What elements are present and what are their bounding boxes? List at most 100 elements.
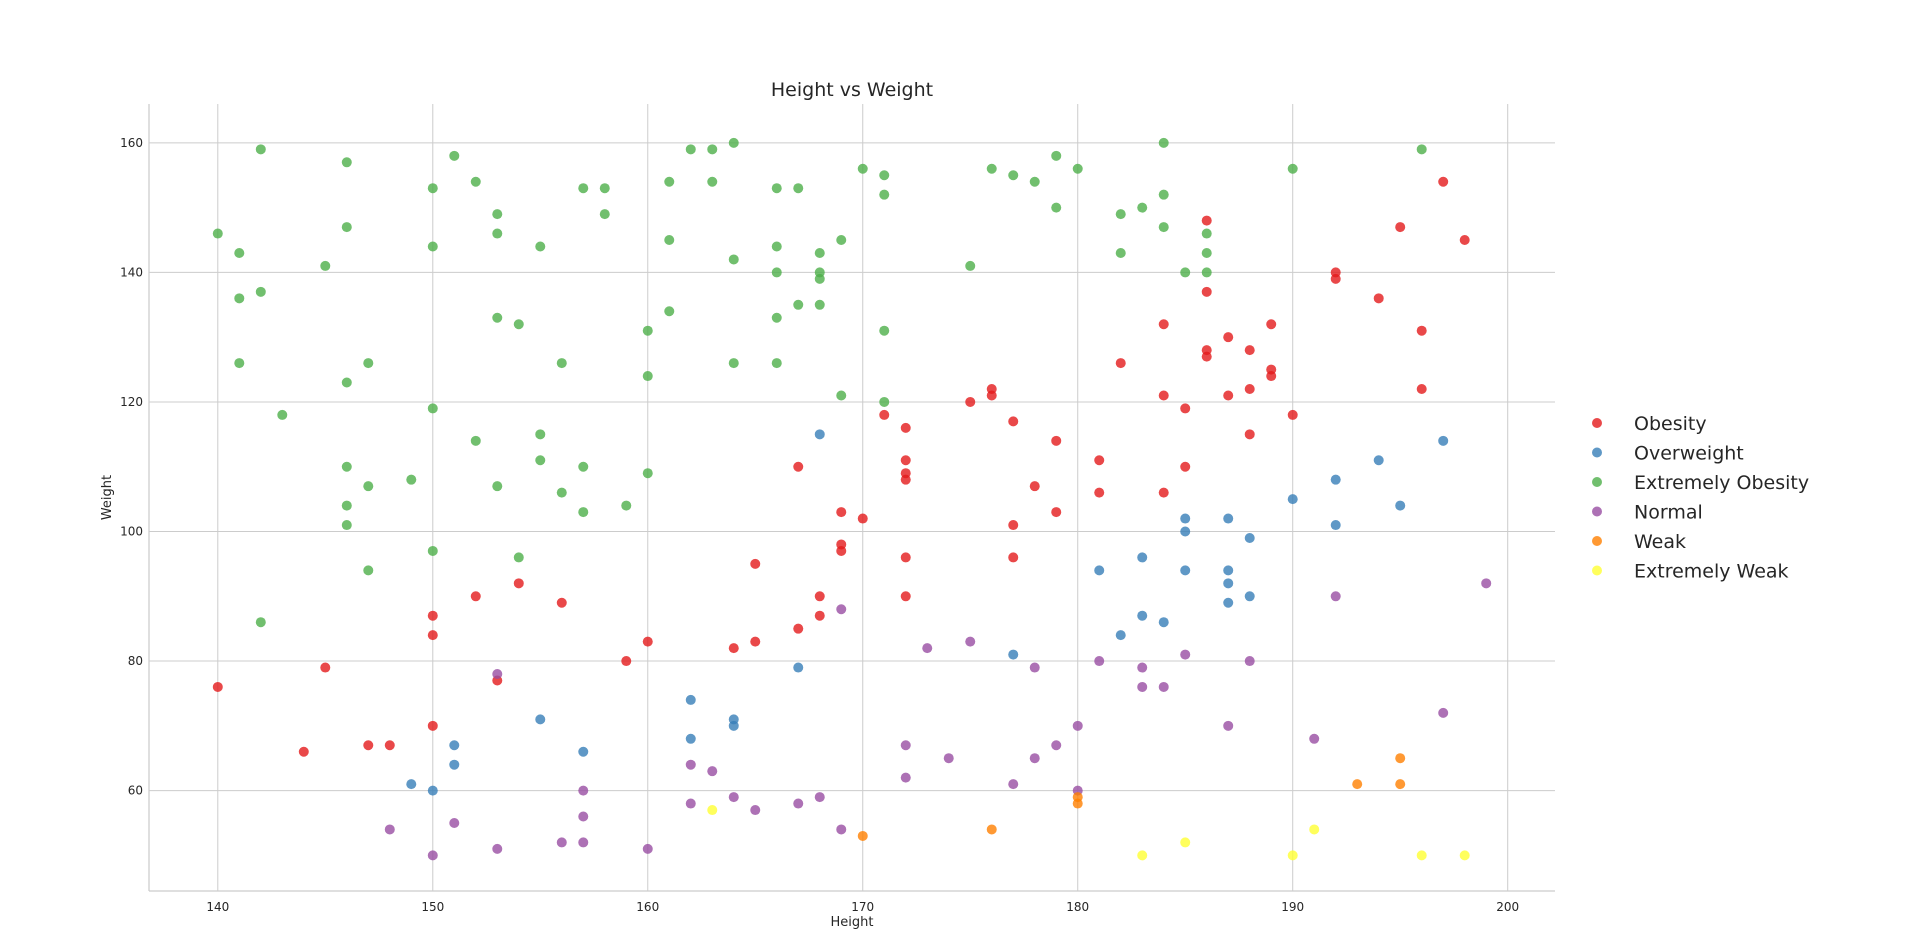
legend-label-obesity: Obesity xyxy=(1634,413,1707,435)
data-point-overweight xyxy=(535,714,546,725)
legend-label-weak: Weak xyxy=(1634,531,1686,553)
y-tick-label: 160 xyxy=(120,136,143,150)
y-axis-title: Weight xyxy=(100,475,115,520)
data-point-overweight xyxy=(814,429,825,440)
legend-label-normal: Normal xyxy=(1634,502,1703,524)
data-point-extremely-obesity xyxy=(470,435,481,446)
data-point-overweight xyxy=(685,733,696,744)
data-point-obesity xyxy=(320,662,331,673)
data-point-normal xyxy=(900,740,911,751)
data-point-extremely-obesity xyxy=(363,481,374,492)
data-point-extremely-obesity xyxy=(814,267,825,278)
data-point-obesity xyxy=(1008,520,1019,531)
data-point-obesity xyxy=(298,746,309,757)
data-point-normal xyxy=(1158,681,1169,692)
data-point-extremely-obesity xyxy=(234,247,245,258)
data-point-overweight xyxy=(1330,520,1341,531)
data-point-normal xyxy=(965,636,976,647)
data-point-extremely-obesity xyxy=(771,312,782,323)
data-point-extremely-obesity xyxy=(1158,137,1169,148)
legend-marker-obesity xyxy=(1592,418,1602,428)
data-point-normal xyxy=(750,805,761,816)
data-point-extremely-obesity xyxy=(1008,170,1019,181)
data-point-obesity xyxy=(1438,176,1449,187)
data-point-obesity xyxy=(556,597,567,608)
data-point-extremely-obesity xyxy=(341,500,352,511)
data-point-normal xyxy=(836,604,847,615)
data-point-extremely-weak xyxy=(1137,850,1148,861)
data-point-obesity xyxy=(857,513,868,524)
data-point-obesity xyxy=(1051,435,1062,446)
x-tick-label: 170 xyxy=(851,900,874,914)
data-point-normal xyxy=(1223,720,1234,731)
data-point-overweight xyxy=(1180,526,1191,537)
data-point-extremely-obesity xyxy=(1115,247,1126,258)
data-point-normal xyxy=(578,837,589,848)
data-point-extremely-obesity xyxy=(707,176,718,187)
data-point-normal xyxy=(685,798,696,809)
data-point-weak xyxy=(1352,779,1363,790)
data-point-overweight xyxy=(1115,630,1126,641)
data-point-extremely-obesity xyxy=(642,325,653,336)
data-point-overweight xyxy=(1137,552,1148,563)
data-point-normal xyxy=(556,837,567,848)
data-point-extremely-weak xyxy=(707,805,718,816)
data-point-extremely-obesity xyxy=(642,371,653,382)
data-point-normal xyxy=(1438,707,1449,718)
data-point-extremely-weak xyxy=(1416,850,1427,861)
data-point-extremely-obesity xyxy=(1416,144,1427,155)
data-point-extremely-obesity xyxy=(707,144,718,155)
data-point-extremely-obesity xyxy=(341,377,352,388)
data-point-obesity xyxy=(1266,319,1277,330)
data-point-obesity xyxy=(1008,552,1019,563)
data-point-extremely-obesity xyxy=(1201,267,1212,278)
data-point-extremely-obesity xyxy=(513,319,524,330)
y-tick-label: 60 xyxy=(128,784,143,798)
data-point-extremely-obesity xyxy=(341,520,352,531)
data-point-normal xyxy=(1094,656,1105,667)
data-point-extremely-obesity xyxy=(1158,189,1169,200)
data-point-extremely-obesity xyxy=(427,545,438,556)
data-point-normal xyxy=(1137,662,1148,673)
data-point-extremely-obesity xyxy=(728,137,739,148)
data-point-extremely-obesity xyxy=(535,429,546,440)
data-point-overweight xyxy=(1094,565,1105,576)
data-point-extremely-obesity xyxy=(535,241,546,252)
data-point-obesity xyxy=(1416,384,1427,395)
data-point-extremely-obesity xyxy=(1201,247,1212,258)
data-point-obesity xyxy=(1244,345,1255,356)
tick-labels: 140 150 160 170 180 190 200 60 80 100 120 140 160 xyxy=(120,136,1519,914)
data-point-obesity xyxy=(1158,319,1169,330)
data-point-obesity xyxy=(1180,461,1191,472)
data-point-weak xyxy=(1072,792,1083,803)
data-point-overweight xyxy=(1438,435,1449,446)
data-point-normal xyxy=(1029,753,1040,764)
data-point-extremely-obesity xyxy=(857,163,868,174)
data-point-normal xyxy=(1330,591,1341,602)
data-point-extremely-obesity xyxy=(728,254,739,265)
data-point-overweight xyxy=(406,779,417,790)
data-point-extremely-obesity xyxy=(513,552,524,563)
data-point-extremely-obesity xyxy=(535,455,546,466)
data-point-normal xyxy=(449,817,460,828)
data-point-overweight xyxy=(1158,617,1169,628)
data-point-normal xyxy=(1309,733,1320,744)
data-point-obesity xyxy=(1244,384,1255,395)
data-point-extremely-obesity xyxy=(1201,228,1212,239)
data-point-normal xyxy=(814,792,825,803)
data-point-overweight xyxy=(1180,513,1191,524)
data-point-obesity xyxy=(1223,332,1234,343)
legend-label-overweight: Overweight xyxy=(1634,443,1744,465)
data-point-extremely-obesity xyxy=(492,312,503,323)
data-point-extremely-obesity xyxy=(771,358,782,369)
data-point-extremely-obesity xyxy=(556,358,567,369)
data-point-extremely-obesity xyxy=(793,183,804,194)
data-point-extremely-obesity xyxy=(879,396,890,407)
data-point-obesity xyxy=(793,461,804,472)
data-point-extremely-obesity xyxy=(578,183,589,194)
data-point-extremely-obesity xyxy=(492,481,503,492)
data-point-obesity xyxy=(1201,345,1212,356)
data-point-extremely-obesity xyxy=(1029,176,1040,187)
data-point-obesity xyxy=(1029,481,1040,492)
